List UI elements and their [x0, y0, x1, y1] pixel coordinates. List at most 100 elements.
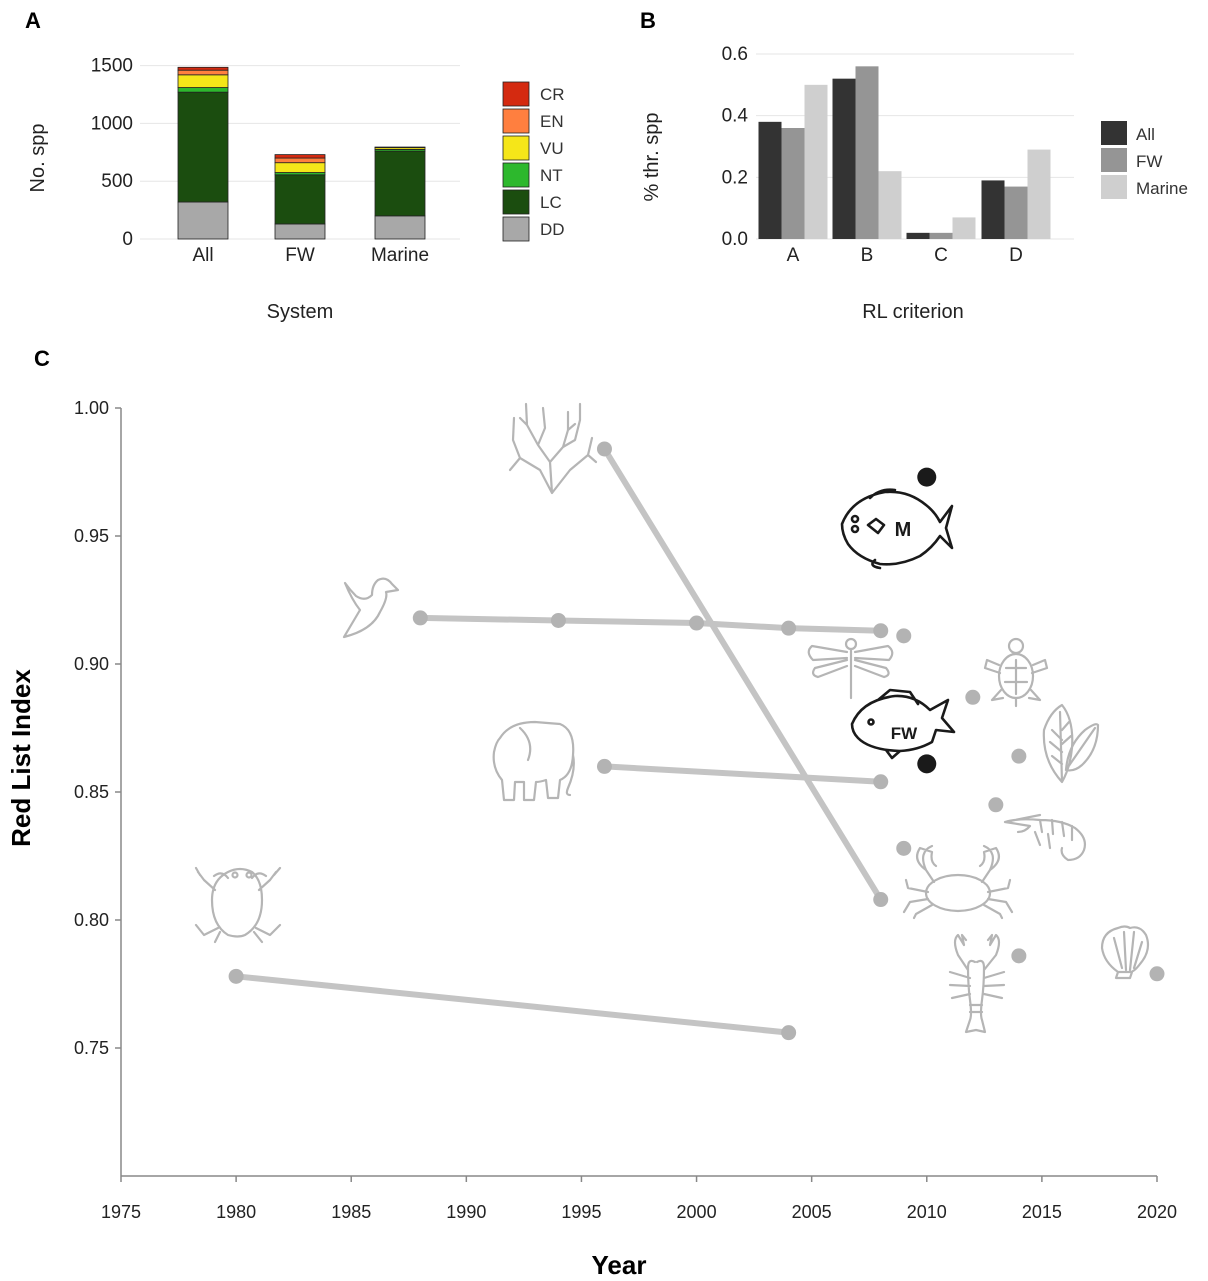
- panel-b-ytick-label: 0.6: [722, 44, 748, 65]
- panel-a-legend-swatch: [502, 216, 530, 242]
- panel-c-xtick-label: 2000: [677, 1202, 717, 1222]
- panel-a-legend-label: NT: [540, 166, 563, 185]
- panel-c-ytick-label: 0.80: [74, 910, 109, 930]
- panel-a-bar-segment: [374, 215, 426, 240]
- panel-a-legend-swatch: [502, 81, 530, 107]
- panel-c-data-point: [917, 754, 937, 774]
- panel-b-bar: [855, 66, 879, 239]
- panel-c-data-point: [412, 610, 428, 626]
- panel-b-legend-label: All: [1136, 125, 1155, 144]
- panel-b-bar: [832, 78, 856, 240]
- panel-a-legend-label: CR: [540, 85, 565, 104]
- panel-a-bar-segment: [177, 69, 229, 76]
- panel-c-data-point: [873, 623, 889, 639]
- turtle-icon: [983, 637, 1049, 708]
- panel-c-data-point: [781, 1025, 797, 1041]
- panel-a-xtick-label: FW: [285, 245, 315, 266]
- panel-a-legend-swatch: [502, 189, 530, 215]
- panel-c-xtick-label: 2010: [907, 1202, 947, 1222]
- panel-c-xtick-label: 2005: [792, 1202, 832, 1222]
- leaves-icon: [1042, 703, 1100, 784]
- panel-a-bar-segment: [177, 74, 229, 88]
- panel-a-bar-segment: [274, 162, 326, 173]
- panel-a-ylabel: No. spp: [27, 124, 49, 193]
- panel-b-legend-swatch: [1101, 175, 1127, 199]
- shell-icon: [1100, 925, 1150, 980]
- panel-c-data-point: [873, 892, 889, 908]
- panel-b-ylabel: % thr. spp: [641, 113, 663, 202]
- panel-b-legend-swatch: [1101, 121, 1127, 145]
- panel-b-bar: [781, 128, 805, 239]
- panel-b-bar: [1027, 149, 1051, 239]
- panel-c-ytick-label: 0.90: [74, 654, 109, 674]
- panel-c-data-point: [896, 628, 912, 644]
- dragonfly-icon: [807, 637, 894, 700]
- crayfish-icon: [948, 933, 1006, 1034]
- panel-b-ytick-label: 0.0: [722, 229, 748, 250]
- freshwater-fish-label: FW: [891, 724, 918, 743]
- panel-b-bar: [906, 232, 930, 239]
- panel-a-bar-segment: [274, 223, 326, 240]
- panel-c-ytick-label: 1.00: [74, 398, 109, 418]
- panel-a-legend-swatch: [502, 135, 530, 161]
- panel-c-data-point: [917, 467, 937, 487]
- panel-b-bar: [1004, 186, 1028, 239]
- panel-c-series-line: [601, 445, 884, 903]
- panel-a-bar-segment: [177, 66, 229, 71]
- coral-icon: [508, 402, 598, 495]
- panel-c-series-line: [417, 614, 884, 634]
- panel-c-data-point: [988, 797, 1004, 813]
- panel-c-red-list-index-chart: 0.75 0.80 0.85 0.90 0.95 1.00 1975 1980 1985 199…: [6, 398, 1177, 1280]
- panel-a-bar-segment: [177, 91, 229, 203]
- panel-a-legend-label: VU: [540, 139, 564, 158]
- panel-a-bar-segment: [177, 87, 229, 93]
- shrimp-icon: [1003, 813, 1087, 862]
- panel-c-xtick-label: 1975: [101, 1202, 141, 1222]
- panel-c-xtick-label: 2020: [1137, 1202, 1177, 1222]
- panel-a-bar-segment: [274, 154, 326, 159]
- bird-icon: [342, 577, 400, 639]
- panel-c-data-point: [1011, 948, 1027, 964]
- panel-a-legend-label: EN: [540, 112, 564, 131]
- panel-b-bar: [804, 84, 828, 239]
- panel-a-legend-swatch: [502, 162, 530, 188]
- panel-c-data-point: [1011, 748, 1027, 764]
- panel-a-bar-segment: [274, 157, 326, 164]
- panel-b-legend: All FW Marine: [1101, 121, 1188, 199]
- panel-b-bar: [981, 180, 1005, 239]
- freshwater-fish-icon: [850, 688, 956, 760]
- panel-b-xtick-label: A: [787, 245, 800, 266]
- panel-a-ytick-label: 500: [101, 171, 133, 192]
- panel-b-xtick-label: C: [934, 245, 948, 266]
- panel-a-legend-label: LC: [540, 193, 562, 212]
- panel-c-ylabel: Red List Index: [6, 669, 36, 847]
- panel-c-xtick-label: 1980: [216, 1202, 256, 1222]
- panel-c-series-line: [233, 973, 792, 1036]
- panel-a-bar-segment: [374, 150, 426, 217]
- panel-c-data-point: [596, 758, 612, 774]
- panel-c-ytick-label: 0.95: [74, 526, 109, 546]
- panel-a-legend: CR EN VU NT LC DD: [502, 81, 565, 242]
- panel-c-data-point: [781, 620, 797, 636]
- panel-a-bar-segment: [177, 201, 229, 240]
- panel-c-xlabel: Year: [592, 1250, 647, 1280]
- panel-a-ytick-label: 0: [122, 229, 133, 250]
- panel-c-data-point: [873, 774, 889, 790]
- panel-b-bar: [878, 171, 902, 239]
- panel-b-ytick-label: 0.4: [722, 106, 749, 127]
- panel-c-data-point: [896, 840, 912, 856]
- panel-c-data-point: [965, 689, 981, 705]
- panel-letter-b: B: [640, 8, 656, 33]
- panel-b-bar: [952, 217, 976, 239]
- panel-c-ytick-label: 0.75: [74, 1038, 109, 1058]
- frog-icon: [194, 866, 282, 944]
- panel-a-bar-segment: [274, 174, 326, 225]
- panel-letter-a: A: [25, 8, 41, 33]
- panel-b-ytick-label: 0.2: [722, 167, 748, 188]
- panel-b-legend-label: FW: [1136, 152, 1162, 171]
- panel-a-xlabel: System: [267, 301, 334, 323]
- panel-c-data-point: [550, 612, 566, 628]
- panel-c-xtick-label: 1995: [561, 1202, 601, 1222]
